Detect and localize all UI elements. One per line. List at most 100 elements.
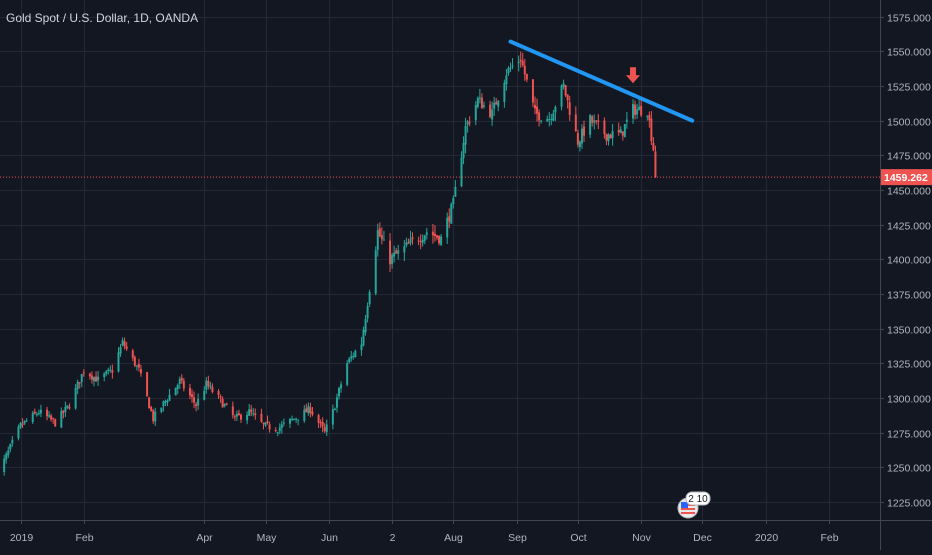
- candle-body: [607, 134, 610, 142]
- candle-body: [64, 406, 67, 412]
- candle-body: [266, 421, 269, 423]
- grid: [0, 0, 880, 520]
- price-tick-label: 1350.000: [887, 325, 931, 337]
- candle-body: [597, 120, 600, 122]
- candle-body: [274, 429, 277, 432]
- candle-body: [148, 397, 151, 409]
- candle-body: [440, 236, 443, 245]
- flag-stripe: [681, 512, 695, 514]
- candle-body: [174, 387, 177, 396]
- candle-body: [323, 427, 326, 432]
- candle-body: [474, 104, 477, 121]
- candle-body: [321, 421, 324, 427]
- candle-body: [511, 65, 514, 67]
- candle-body: [117, 352, 120, 372]
- candle-body: [105, 371, 108, 374]
- candle-body: [95, 376, 98, 382]
- candle-body: [82, 372, 85, 374]
- candle-body: [521, 60, 524, 66]
- candle-body: [162, 401, 165, 407]
- candle-body: [264, 422, 267, 426]
- candle-body: [23, 420, 26, 424]
- flag-stripe: [681, 508, 695, 510]
- candle-body: [636, 109, 639, 115]
- candle-body: [309, 407, 312, 413]
- candle-body: [335, 397, 338, 408]
- candle-body: [566, 94, 569, 101]
- candle-body: [460, 157, 463, 187]
- candle-body: [523, 65, 526, 75]
- candle-body: [121, 340, 124, 346]
- candle-body: [550, 118, 553, 120]
- candle-body: [562, 83, 565, 87]
- candle-body: [454, 186, 457, 197]
- candle-body: [21, 423, 24, 425]
- candle-body: [33, 411, 36, 414]
- candle-body: [405, 242, 408, 246]
- candle-body: [476, 97, 479, 107]
- candle-body: [9, 444, 12, 450]
- candle-body: [176, 384, 179, 389]
- chart-title: Gold Spot / U.S. Dollar, 1D, OANDA: [6, 11, 198, 25]
- candle-body: [331, 409, 334, 425]
- candle-body: [419, 241, 422, 243]
- candle-body: [150, 406, 153, 411]
- candle-body: [303, 409, 306, 421]
- candle-body: [19, 422, 22, 428]
- candle-body: [11, 439, 14, 444]
- candle-body: [425, 232, 428, 235]
- candle-body: [217, 391, 220, 396]
- candle-body: [525, 73, 528, 80]
- candle-body: [576, 132, 579, 145]
- time-tick-label: Sep: [508, 532, 527, 544]
- candle-body: [54, 419, 57, 427]
- candle-body: [403, 246, 406, 253]
- candle-body: [552, 113, 555, 121]
- price-tick-label: 1225.000: [887, 498, 931, 510]
- candle-body: [595, 120, 598, 122]
- candle-body: [589, 115, 592, 135]
- time-tick-label: 2020: [755, 532, 779, 544]
- candle-body: [654, 151, 657, 178]
- candle-body: [3, 458, 6, 472]
- candle-body: [195, 403, 198, 407]
- candle-body: [519, 59, 522, 62]
- candle-body: [107, 369, 110, 372]
- time-tick-label: Aug: [444, 532, 463, 544]
- candle-body: [374, 250, 377, 294]
- candle-body: [248, 409, 251, 416]
- time-tick-label: 2019: [10, 532, 34, 544]
- candle-body: [223, 404, 226, 407]
- candle-body: [433, 233, 436, 237]
- candle-body: [480, 97, 483, 109]
- candle-body: [409, 239, 412, 244]
- candle-body: [450, 203, 453, 224]
- candle-body: [219, 396, 222, 398]
- candle-body: [448, 216, 451, 222]
- time-tick-label: Oct: [570, 532, 586, 544]
- event-count-pill: [685, 491, 711, 506]
- trendline[interactable]: [508, 39, 695, 123]
- time-tick-label: Apr: [196, 532, 213, 544]
- candle-body: [276, 432, 279, 434]
- candle-body: [231, 406, 234, 416]
- candle-body: [119, 346, 122, 354]
- candle-body: [534, 104, 536, 109]
- price-tick-label: 1400.000: [887, 255, 931, 267]
- candle-body: [252, 413, 255, 415]
- candle-body: [505, 75, 508, 85]
- candle-body: [35, 414, 38, 416]
- candle-body: [166, 400, 169, 403]
- candle-body: [289, 418, 291, 424]
- price-tick-label: 1300.000: [887, 394, 931, 406]
- candle-body: [364, 319, 367, 333]
- candle-body: [382, 239, 385, 241]
- candle-body: [154, 411, 157, 422]
- candle-body: [25, 420, 28, 422]
- event-badge[interactable]: 2 10: [677, 491, 711, 519]
- candle-body: [111, 370, 114, 373]
- candle-body: [282, 422, 285, 424]
